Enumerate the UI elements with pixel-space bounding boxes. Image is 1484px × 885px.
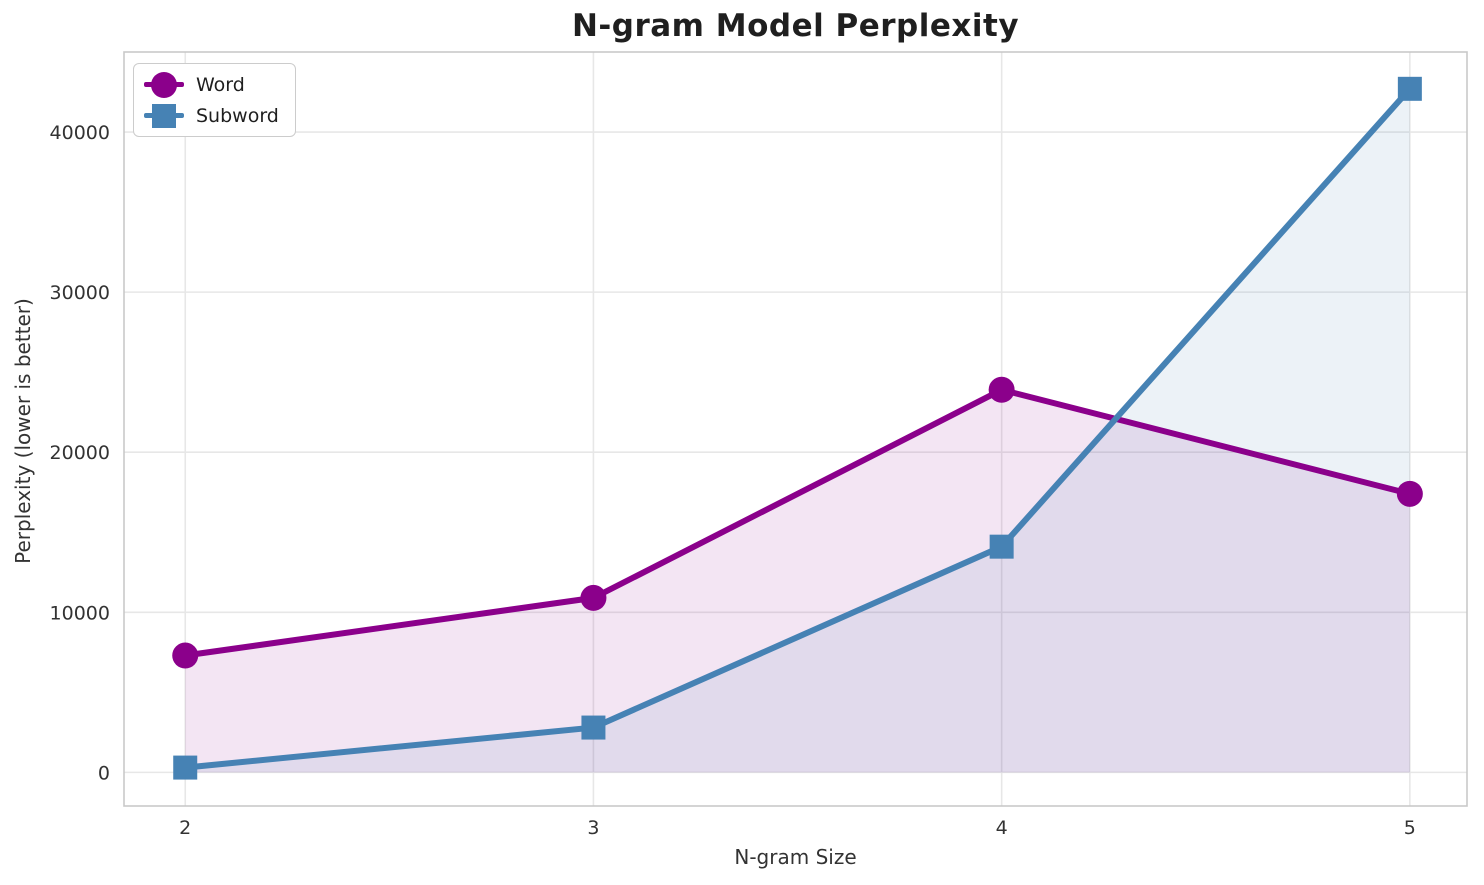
legend-item-word: Word <box>144 71 279 98</box>
subword-area-fill <box>185 88 1410 773</box>
legend: Word Subword <box>133 63 296 137</box>
legend-label-word: Word <box>196 73 245 96</box>
x-tick-label: 4 <box>996 817 1008 839</box>
word-data-point <box>172 642 199 669</box>
legend-label-subword: Subword <box>196 104 279 127</box>
word-line <box>184 386 1411 659</box>
word-data-point <box>1396 480 1423 507</box>
x-tick-label: 3 <box>587 817 599 839</box>
subword-line <box>184 86 1413 771</box>
legend-item-subword: Subword <box>144 102 279 129</box>
word-area-fill <box>185 389 1410 773</box>
x-tick-label: 5 <box>1404 817 1416 839</box>
subword-data-point <box>989 534 1014 559</box>
y-tick-label: 10000 <box>50 602 110 624</box>
x-tick-label: 2 <box>179 817 191 839</box>
y-tick-label: 0 <box>98 762 110 784</box>
subword-data-point <box>581 715 606 740</box>
word-series-marker-icon <box>144 71 184 98</box>
subword-data-point <box>1397 76 1422 101</box>
y-tick-label: 20000 <box>50 442 110 464</box>
y-tick-label: 30000 <box>50 282 110 304</box>
word-data-point <box>580 584 607 611</box>
word-data-point <box>988 376 1015 403</box>
y-axis-label: Perplexity (lower is better) <box>11 298 35 564</box>
x-axis-label: N-gram Size <box>734 845 857 869</box>
axes-spines <box>123 51 1468 807</box>
subword-data-point <box>173 755 198 780</box>
y-tick-label: 40000 <box>50 122 110 144</box>
chart-title: N-gram Model Perplexity <box>571 8 1020 44</box>
subword-series-marker-icon <box>144 102 184 129</box>
